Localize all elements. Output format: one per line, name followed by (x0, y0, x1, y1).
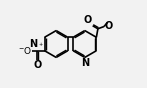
Text: N: N (81, 58, 89, 68)
Text: O: O (84, 15, 92, 25)
Text: $^{-}$O: $^{-}$O (18, 45, 32, 56)
Text: N: N (29, 39, 37, 49)
Text: $^{+}$: $^{+}$ (37, 43, 43, 49)
Text: O: O (104, 21, 112, 31)
Text: O: O (33, 60, 41, 70)
